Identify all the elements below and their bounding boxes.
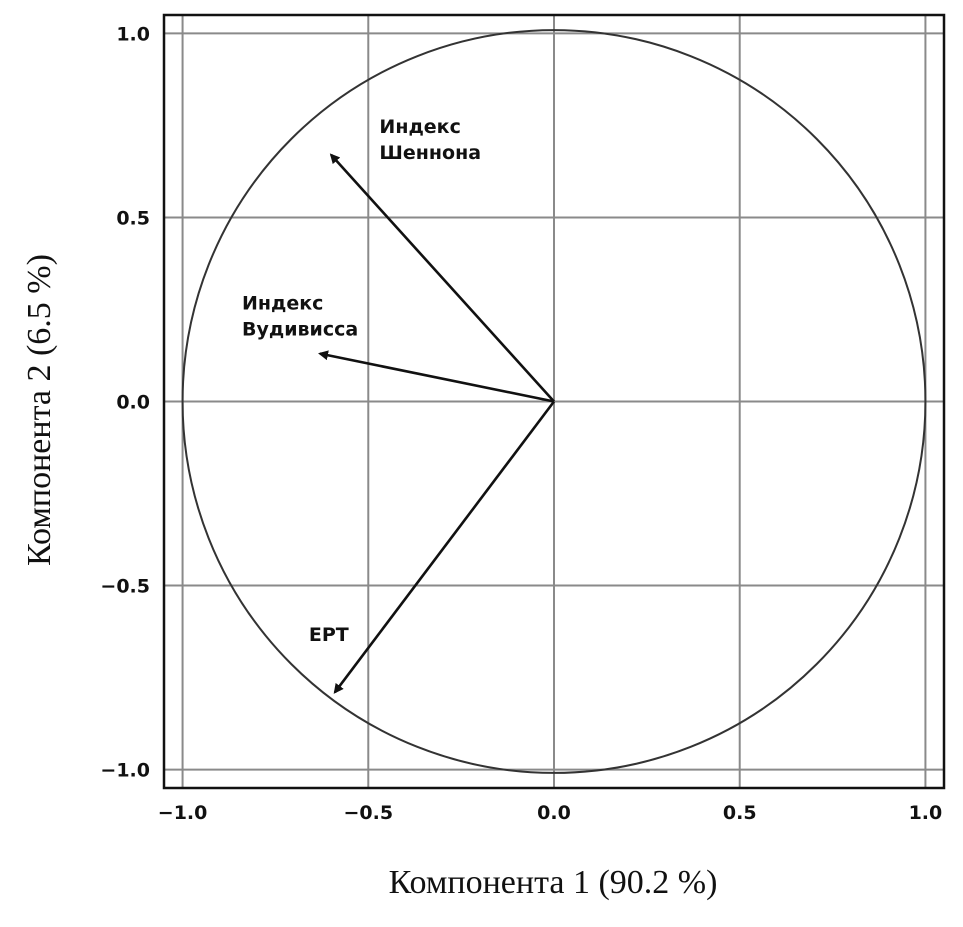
x-tick-label: 1.0 [909, 802, 943, 824]
y-tick-label: −0.5 [100, 576, 150, 598]
y-tick-label: 1.0 [116, 23, 150, 45]
plot-frame [162, 13, 946, 790]
y-axis-title: Компонента 2 (6.5 %) [21, 254, 58, 566]
vector-label: EPT [309, 624, 349, 646]
y-tick-label: 0.5 [116, 207, 150, 229]
vector-label: Индекс Вудивисса [242, 292, 358, 340]
x-tick-label: −0.5 [343, 802, 393, 824]
x-tick-labels: −1.0 −0.5 0.0 0.5 1.0 [158, 802, 942, 824]
y-tick-labels: −1.0 −0.5 0.0 0.5 1.0 [100, 23, 150, 781]
y-tick-label: −1.0 [100, 760, 150, 782]
unit-circle [181, 29, 927, 774]
loading-arrow [333, 400, 556, 694]
loading-vectors [318, 153, 556, 694]
vector-label: Индекс Шеннона [379, 116, 481, 164]
y-tick-label: 0.0 [116, 392, 150, 414]
x-axis-title: Компонента 1 (90.2 %) [389, 864, 718, 901]
loading-arrow [329, 153, 555, 403]
vector-labels: Индекс Шеннона Индекс Вудивисса EPT [242, 116, 481, 646]
x-tick-label: 0.5 [723, 802, 757, 824]
x-tick-label: 0.0 [537, 802, 571, 824]
x-tick-label: −1.0 [158, 802, 208, 824]
loading-arrow [318, 350, 555, 403]
